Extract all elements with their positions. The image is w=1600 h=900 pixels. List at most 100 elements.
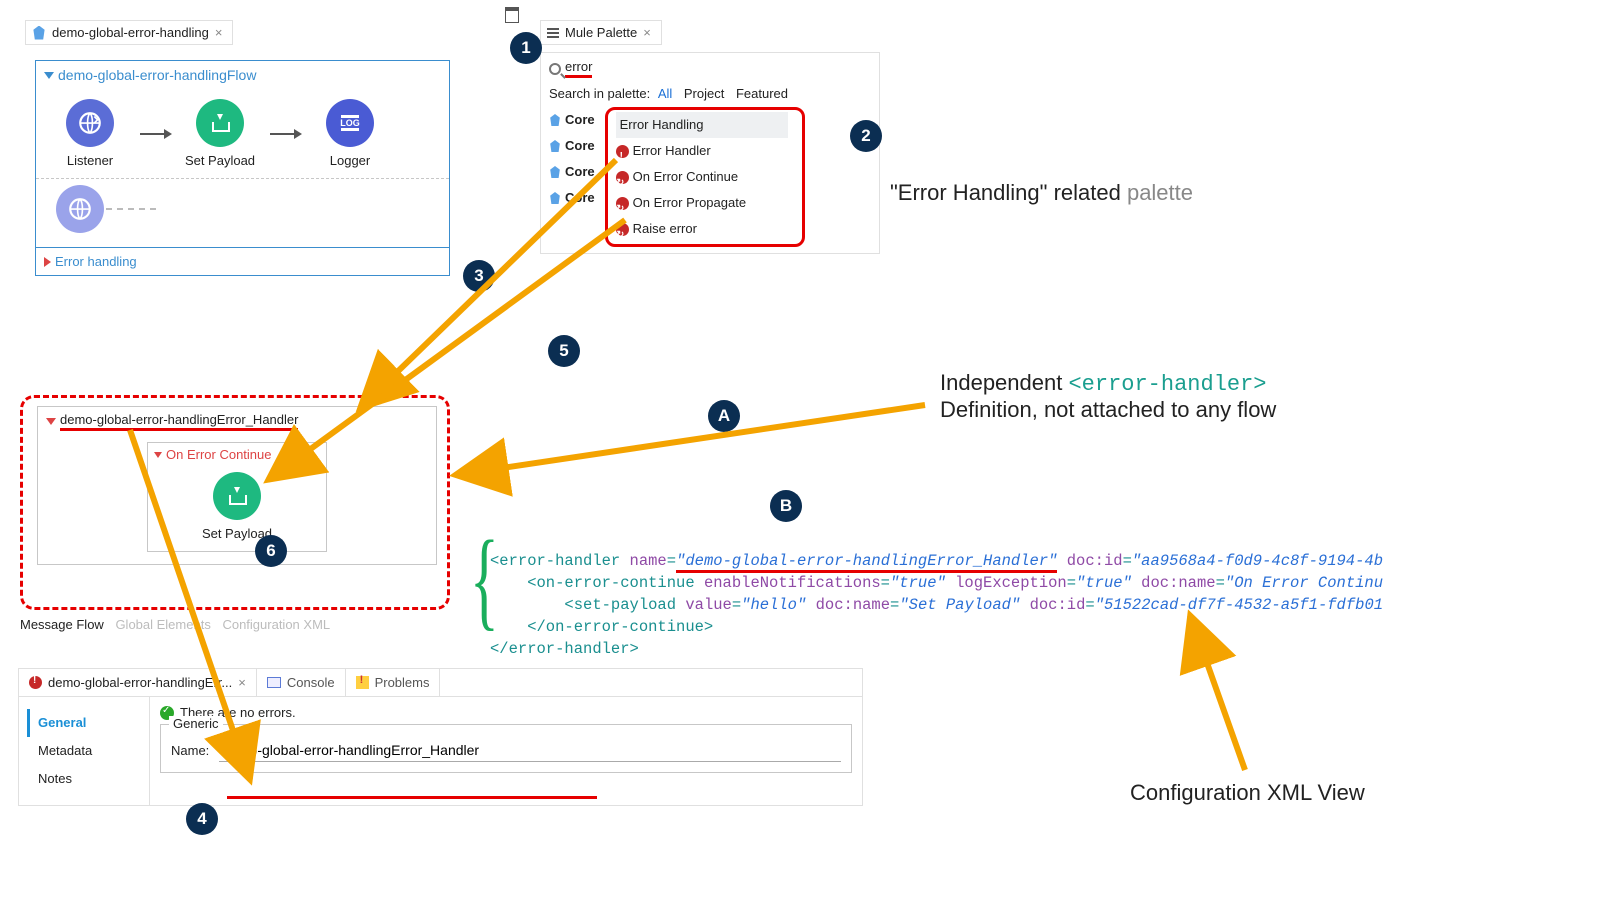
no-errors-row: There are no errors. xyxy=(160,705,852,720)
step-badge-3: 3 xyxy=(463,260,495,292)
sidenav-notes[interactable]: Notes xyxy=(27,765,141,793)
expand-icon xyxy=(44,257,51,267)
error-handling-label: Error handling xyxy=(55,254,137,269)
collapse-icon xyxy=(44,72,54,79)
properties-sidenav: General Metadata Notes xyxy=(19,697,149,805)
annotation-palette: "Error Handling" related palette xyxy=(890,180,1193,206)
palette-icon xyxy=(547,28,559,38)
tab-message-flow[interactable]: Message Flow xyxy=(20,617,104,632)
globe-ghost-icon xyxy=(56,185,104,233)
tab-config-xml[interactable]: Configuration XML xyxy=(222,617,330,632)
sidenav-metadata[interactable]: Metadata xyxy=(27,737,141,765)
step-badge-A: A xyxy=(708,400,740,432)
name-input[interactable] xyxy=(219,739,841,762)
mule-icon xyxy=(549,140,561,152)
editor-view-tabs: Message Flow Global Elements Configurati… xyxy=(20,617,338,632)
logger-label: Logger xyxy=(330,153,370,168)
editor-tab-label: demo-global-error-handling xyxy=(52,25,209,40)
palette-item-on-error-propagate[interactable]: On Error Propagate xyxy=(616,190,788,216)
palette-category[interactable]: Core xyxy=(549,159,595,185)
close-icon[interactable]: × xyxy=(643,25,651,40)
collapse-icon xyxy=(46,418,56,425)
filter-featured[interactable]: Featured xyxy=(736,86,788,101)
filter-label: Search in palette: xyxy=(549,86,650,101)
fieldset-legend: Generic xyxy=(169,716,223,731)
logger-icon: LOG xyxy=(326,99,374,147)
close-icon[interactable]: × xyxy=(215,25,223,40)
oec-body: Set Payload xyxy=(148,466,326,551)
search-value: error xyxy=(565,59,592,78)
on-error-continue-title: On Error Continue xyxy=(148,443,326,466)
error-handler-box: demo-global-error-handlingError_Handler … xyxy=(20,395,450,610)
filter-project[interactable]: Project xyxy=(684,86,724,101)
tab-global-elements[interactable]: Global Elements xyxy=(115,617,210,632)
palette-item-error-handling[interactable]: Error Handling xyxy=(616,112,788,138)
editor-tab[interactable]: demo-global-error-handling × xyxy=(25,20,233,45)
error-handler-title[interactable]: demo-global-error-handlingError_Handler xyxy=(38,407,436,436)
filter-all[interactable]: All xyxy=(658,86,672,101)
flow-title[interactable]: demo-global-error-handlingFlow xyxy=(36,61,449,89)
palette-categories: Core Core Core Core xyxy=(549,107,595,247)
palette-panel: error Search in palette: All Project Fea… xyxy=(540,52,880,254)
globe-icon xyxy=(66,99,114,147)
set-payload-component[interactable]: Set Payload xyxy=(180,99,260,168)
step-badge-1: 1 xyxy=(510,32,542,64)
error-continue-icon xyxy=(616,171,629,184)
listener-component[interactable]: Listener xyxy=(50,99,130,168)
tab-properties[interactable]: demo-global-error-handlingErr... × xyxy=(19,669,257,696)
tab-console-label: Console xyxy=(287,675,335,690)
error-icon xyxy=(29,676,42,689)
palette-tab[interactable]: Mule Palette × xyxy=(540,20,662,45)
generic-fieldset: Generic Name: xyxy=(160,724,852,773)
properties-panel: demo-global-error-handlingErr... × Conso… xyxy=(18,668,863,806)
tab-problems-label: Problems xyxy=(375,675,430,690)
close-icon[interactable]: × xyxy=(238,675,246,690)
name-label: Name: xyxy=(171,743,209,758)
step-badge-5: 5 xyxy=(548,335,580,367)
palette-category[interactable]: Core xyxy=(549,133,595,159)
payload-icon xyxy=(196,99,244,147)
logger-component[interactable]: LOG Logger xyxy=(310,99,390,168)
minimize-icon[interactable] xyxy=(505,7,519,23)
palette-tab-label: Mule Palette xyxy=(565,25,637,40)
palette-items-group: Error Handling Error Handler On Error Co… xyxy=(605,107,805,247)
on-error-continue-box[interactable]: On Error Continue Set Payload xyxy=(147,442,327,552)
palette-item-raise-error[interactable]: Raise error xyxy=(616,216,788,242)
collapse-icon xyxy=(154,452,162,458)
tab-problems[interactable]: Problems xyxy=(346,669,441,696)
error-propagate-icon xyxy=(616,197,629,210)
annotation-independent: Independent <error-handler> Definition, … xyxy=(940,370,1276,423)
palette-category[interactable]: Core xyxy=(549,185,595,211)
ghost-listener[interactable] xyxy=(50,185,110,233)
mule-icon xyxy=(549,114,561,126)
annotation-config-view: Configuration XML View xyxy=(1130,780,1365,806)
properties-main: There are no errors. Generic Name: xyxy=(149,697,862,805)
raise-error-icon xyxy=(616,223,629,236)
payload-icon[interactable] xyxy=(213,472,261,520)
mule-icon xyxy=(549,192,561,204)
sidenav-general[interactable]: General xyxy=(27,709,141,737)
mule-file-icon xyxy=(32,26,46,40)
error-handling-section[interactable]: Error handling xyxy=(36,247,449,275)
step-badge-2: 2 xyxy=(850,120,882,152)
error-handler-title-label: demo-global-error-handlingError_Handler xyxy=(60,412,298,431)
listener-label: Listener xyxy=(67,153,113,168)
flow-sub xyxy=(36,178,449,247)
palette-search[interactable]: error xyxy=(541,53,879,84)
flow-panel: demo-global-error-handlingFlow Listener … xyxy=(35,60,450,276)
properties-tabs: demo-global-error-handlingErr... × Conso… xyxy=(19,669,862,697)
step-badge-4: 4 xyxy=(186,803,218,835)
flow-title-label: demo-global-error-handlingFlow xyxy=(58,67,256,83)
underline xyxy=(227,796,597,799)
step-badge-6: 6 xyxy=(255,535,287,567)
set-payload-label: Set Payload xyxy=(185,153,255,168)
palette-category[interactable]: Core xyxy=(549,107,595,133)
search-icon xyxy=(549,63,561,75)
step-badge-B: B xyxy=(770,490,802,522)
tab-console[interactable]: Console xyxy=(257,669,346,696)
palette-item-error-handler[interactable]: Error Handler xyxy=(616,138,788,164)
problems-icon xyxy=(356,676,369,689)
palette-item-on-error-continue[interactable]: On Error Continue xyxy=(616,164,788,190)
dash-line xyxy=(106,208,156,210)
on-error-continue-label: On Error Continue xyxy=(166,447,272,462)
